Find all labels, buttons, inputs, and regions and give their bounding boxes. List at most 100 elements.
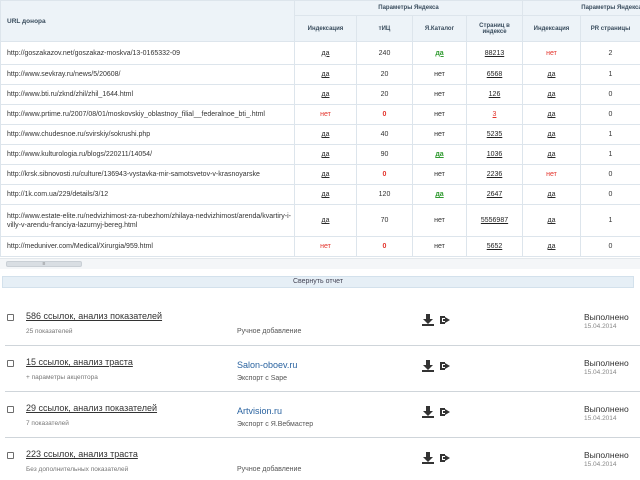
page-pr-value: 2 <box>608 49 613 57</box>
pages-in-index-value[interactable]: 2647 <box>486 191 503 198</box>
page-pr-value: 0 <box>608 111 613 118</box>
donor-url[interactable]: http://www.estate-elite.ru/nedvizhimost-… <box>0 204 295 237</box>
page-pr-value: 1 <box>608 71 613 78</box>
report-title-link[interactable]: 15 ссылок, анализ траста <box>26 357 133 367</box>
col-indexing[interactable]: Индексация <box>294 15 357 42</box>
export-arrow-icon[interactable] <box>439 452 451 464</box>
report-site-link[interactable]: Salon-oboev.ru <box>237 360 298 370</box>
donor-url[interactable]: http://meduniver.com/Medical/Xirurgia/95… <box>0 236 295 257</box>
donor-url[interactable]: http://www.bti.ru/zknd/zhil/zhil_1644.ht… <box>0 84 295 105</box>
indexing-value[interactable]: да <box>321 131 330 138</box>
indexing-2-value[interactable]: да <box>547 91 556 98</box>
indexing-value[interactable]: да <box>321 191 330 198</box>
report-checkbox[interactable] <box>7 406 14 413</box>
indexing-value[interactable]: да <box>321 91 330 98</box>
pages-in-index-value[interactable]: 2236 <box>486 171 503 178</box>
export-arrow-icon[interactable] <box>439 314 451 326</box>
download-icon[interactable] <box>422 452 434 464</box>
indexing-value[interactable]: да <box>321 151 330 158</box>
tic-value: 40 <box>380 131 389 138</box>
report-date: 15.04.2014 <box>584 369 617 376</box>
page-pr-value: 1 <box>608 151 613 158</box>
download-icon[interactable] <box>422 360 434 372</box>
catalog-value: нет <box>434 243 445 250</box>
page-pr-value: 1 <box>608 131 613 138</box>
page-pr-value: 1 <box>608 217 613 224</box>
indexing-2-value[interactable]: да <box>547 243 556 250</box>
tic-value: 120 <box>378 191 391 198</box>
url-donor-header[interactable]: URL донора <box>0 0 295 42</box>
catalog-value: нет <box>434 71 445 78</box>
page-pr-value: 0 <box>608 191 613 198</box>
pages-in-index-value[interactable]: 5652 <box>486 243 503 250</box>
table-row: http://www.kulturologia.ru/blogs/220211/… <box>0 144 640 165</box>
table-row: http://www.estate-elite.ru/nedvizhimost-… <box>0 204 640 237</box>
donor-table-container: URL донора Параметры Яндекса Параметры Я… <box>0 0 640 257</box>
report-item: 29 ссылок, анализ показателей 7 показател… <box>0 392 640 438</box>
donor-table: URL донора Параметры Яндекса Параметры Я… <box>0 0 640 257</box>
col-pages-in-index[interactable]: Страниц в индексе <box>466 15 523 42</box>
report-method: Ручное добавление <box>237 328 302 335</box>
download-icon[interactable] <box>422 314 434 326</box>
indexing-2-value[interactable]: да <box>547 71 556 78</box>
pages-in-index-value[interactable]: 5556987 <box>480 217 509 224</box>
indexing-2-value[interactable]: да <box>547 191 556 198</box>
pages-in-index-value[interactable]: 126 <box>488 91 501 98</box>
donor-url[interactable]: http://1k.com.ua/229/details/3/12 <box>0 184 295 205</box>
divider <box>5 437 640 438</box>
report-checkbox[interactable] <box>7 360 14 367</box>
col-tic[interactable]: тИЦ <box>356 15 413 42</box>
scrollbar-thumb[interactable]: ≡ <box>6 261 82 267</box>
donor-url[interactable]: http://www.prtime.ru/2007/08/01/moskovsk… <box>0 104 295 125</box>
catalog-value: да <box>435 49 444 57</box>
indexing-2-value[interactable]: нет <box>546 49 557 57</box>
horizontal-scrollbar[interactable]: ≡ <box>0 258 640 269</box>
report-title-link[interactable]: 586 ссылок, анализ показателей <box>26 311 163 321</box>
tic-value: 20 <box>380 71 389 78</box>
page-pr-value: 0 <box>608 171 613 178</box>
indexing-2-value[interactable]: да <box>547 217 556 224</box>
donor-url[interactable]: http://www.chudesnoe.ru/svirskiy/sokrush… <box>0 124 295 145</box>
pages-in-index-value[interactable]: 3 <box>492 111 497 118</box>
report-status: Выполнено <box>584 312 629 322</box>
table-row: http://krsk.sibnovosti.ru/culture/136943… <box>0 164 640 185</box>
donor-url[interactable]: http://krsk.sibnovosti.ru/culture/136943… <box>0 164 295 185</box>
report-checkbox[interactable] <box>7 452 14 459</box>
table-row: http://meduniver.com/Medical/Xirurgia/95… <box>0 236 640 257</box>
report-checkbox[interactable] <box>7 314 14 321</box>
indexing-2-value[interactable]: нет <box>546 171 557 178</box>
collapse-report-button[interactable]: Свернуть отчет <box>2 276 634 288</box>
col-page-pr[interactable]: PR страницы <box>580 15 640 42</box>
table-row: http://goszakazov.net/goszakaz-moskva/13… <box>0 41 640 65</box>
pages-in-index-value[interactable]: 88213 <box>484 49 505 57</box>
pages-in-index-value[interactable]: 6568 <box>486 71 503 78</box>
indexing-2-value[interactable]: да <box>547 131 556 138</box>
table-row: http://www.chudesnoe.ru/svirskiy/sokrush… <box>0 124 640 145</box>
indexing-2-value[interactable]: да <box>547 151 556 158</box>
donor-url[interactable]: http://www.sevkray.ru/news/5/20608/ <box>0 64 295 85</box>
export-arrow-icon[interactable] <box>439 406 451 418</box>
col-indexing-2[interactable]: Индексация <box>522 15 581 42</box>
indexing-value[interactable]: да <box>321 171 330 178</box>
indexing-2-value[interactable]: да <box>547 111 556 118</box>
table-row: http://www.prtime.ru/2007/08/01/moskovsk… <box>0 104 640 125</box>
indexing-value[interactable]: нет <box>320 243 331 250</box>
report-subtitle: + параметры акцептора <box>26 374 98 381</box>
donor-url[interactable]: http://goszakazov.net/goszakaz-moskva/13… <box>0 41 295 65</box>
pages-in-index-value[interactable]: 5235 <box>486 131 503 138</box>
report-status: Выполнено <box>584 450 629 460</box>
catalog-value: нет <box>434 171 445 178</box>
report-title-link[interactable]: 223 ссылок, анализ траста <box>26 449 138 459</box>
donor-url[interactable]: http://www.kulturologia.ru/blogs/220211/… <box>0 144 295 165</box>
indexing-value[interactable]: да <box>321 217 330 224</box>
export-arrow-icon[interactable] <box>439 360 451 372</box>
col-catalog[interactable]: Я.Каталог <box>412 15 467 42</box>
report-title-link[interactable]: 29 ссылок, анализ показателей <box>26 403 158 413</box>
indexing-value[interactable]: нет <box>320 111 331 118</box>
report-site-link[interactable]: Artvision.ru <box>237 406 283 416</box>
download-icon[interactable] <box>422 406 434 418</box>
pages-in-index-value[interactable]: 1036 <box>486 151 503 158</box>
table-row: http://1k.com.ua/229/details/3/12 да 120 да… <box>0 184 640 205</box>
indexing-value[interactable]: да <box>321 49 330 57</box>
indexing-value[interactable]: да <box>321 71 330 78</box>
